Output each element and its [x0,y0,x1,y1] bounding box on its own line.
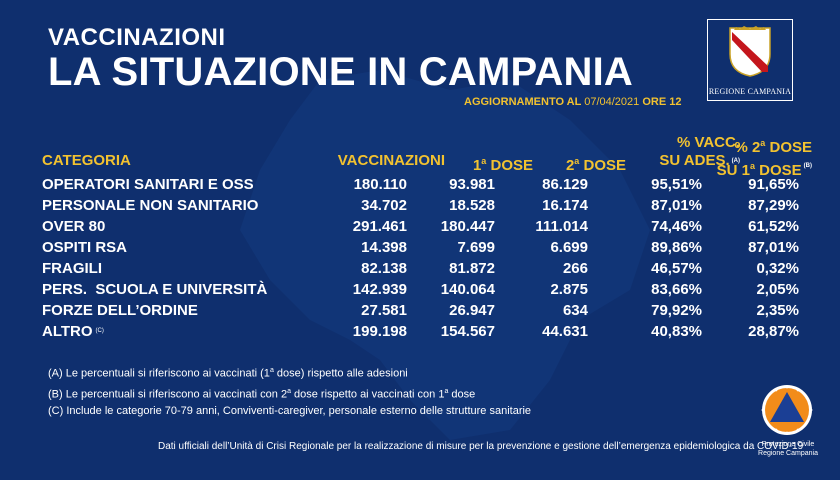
header-pct-dose2-su-dose1: % 2a DOSE SU 1a DOSE (B) [716,138,812,179]
row-dose-1: 18.528 [449,197,495,214]
row-dose-1: 7.699 [457,239,495,256]
table-row: FRAGILI 82.138 81.872 266 46,57% 0,32% [42,258,802,279]
table-row: PERSONALE NON SANITARIO 34.702 18.528 16… [42,195,802,216]
table-row: ALTRO (C) 199.198 154.567 44.631 40,83% 2… [42,321,802,342]
row-vaccinazioni: 27.581 [361,302,407,319]
table-row: OVER 80 291.461 180.447 111.014 74,46% 6… [42,216,802,237]
header-categoria: CATEGORIA [42,152,131,169]
row-dose-2: 86.129 [542,176,588,193]
header-dose-1: 1a DOSE [472,156,533,174]
row-vaccinazioni: 291.461 [352,218,407,235]
footnote-b: (B) Le percentuali si riferiscono ai vac… [48,387,476,401]
campania-map-background [240,70,650,440]
row-dose-2: 266 [562,260,588,277]
row-vaccinazioni: 199.198 [352,323,407,340]
row-pct-dose2: 87,29% [748,197,799,214]
row-dose-1: 154.567 [440,323,495,340]
row-dose-2: 2.875 [550,281,588,298]
page-title: LA SITUAZIONE IN CAMPANIA [48,50,633,94]
row-pct-dose2: 2,05% [756,281,799,298]
row-category: FRAGILI [42,260,102,277]
row-dose-1: 26.947 [449,302,495,319]
row-category: OPERATORI SANITARI E OSS [42,176,254,193]
region-logo-name: REGIONE CAMPANIA [708,87,792,96]
civil-protection-emblem-icon [761,385,813,435]
row-category: OSPITI RSA [42,239,128,256]
row-pct-ades: 74,46% [651,218,702,235]
row-pct-ades: 89,86% [651,239,702,256]
row-pct-ades: 40,83% [651,323,702,340]
table-row: PERS. SCUOLA E UNIVERSITÀ 142.939 140.06… [42,279,802,300]
row-pct-dose2: 28,87% [748,323,799,340]
row-dose-2: 111.014 [535,218,588,235]
row-vaccinazioni: 34.702 [361,197,407,214]
footnote-a: (A) Le percentuali si riferiscono ai vac… [48,367,408,380]
row-dose-1: 81.872 [449,260,495,277]
row-pct-dose2: 87,01% [748,239,799,256]
header-dose-2: 2a DOSE [565,156,626,174]
row-pct-dose2: 2,35% [756,302,799,319]
pc-line-1: Protezione Civile [761,441,815,448]
row-category: PERSONALE NON SANITARIO [42,197,259,214]
pc-line-2: Regione Campania [758,450,818,457]
row-vaccinazioni: 142.939 [352,281,407,298]
table-row: OSPITI RSA 14.398 7.699 6.699 89,86% 87,… [42,237,802,258]
update-suffix: ORE 12 [642,96,682,108]
row-pct-ades: 46,57% [651,260,702,277]
footnotes: (A) Le percentuali si riferiscono ai vac… [48,362,531,420]
row-dose-2: 634 [562,302,588,319]
row-dose-1: 180.447 [440,218,495,235]
row-category: ALTRO (C) [42,323,104,340]
table-row: OPERATORI SANITARI E OSS 180.110 93.981 … [42,174,802,195]
update-date: 07/04/2021 [584,96,640,108]
regione-campania-logo: REGIONE CAMPANIA [707,19,793,101]
row-dose-2: 16.174 [542,197,588,214]
row-pct-ades: 87,01% [651,197,702,214]
protezione-civile-logo: Protezione Civile Regione Campania [742,382,834,470]
row-pct-ades: 95,51% [651,176,702,193]
update-prefix: AGGIORNAMENTO AL [464,96,582,108]
row-pct-ades: 83,66% [651,281,702,298]
region-shield-icon [729,26,771,77]
row-vaccinazioni: 14.398 [361,239,407,256]
row-category: FORZE DELL’ORDINE [42,302,198,319]
data-source-note: Dati ufficiali dell’Unità di Crisi Regio… [158,441,804,452]
row-dose-2: 6.699 [550,239,588,256]
row-dose-1: 140.064 [440,281,495,298]
footnote-c: (C) Include le categorie 70-79 anni, Con… [48,405,532,418]
row-pct-dose2: 91,65% [748,176,799,193]
row-pct-dose2: 0,32% [756,260,799,277]
row-category: OVER 80 [42,218,106,235]
row-dose-2: 44.631 [542,323,588,340]
row-footnote-ref: (C) [95,328,104,334]
row-pct-ades: 79,92% [651,302,702,319]
update-timestamp: AGGIORNAMENTO AL 07/04/2021 ORE 12 [464,96,681,108]
row-pct-dose2: 61,52% [748,218,799,235]
header-pct-vacc-ades: % VACC. SU ADES. (A) [659,134,740,169]
page-kicker: VACCINAZIONI [48,24,226,51]
table-row: FORZE DELL’ORDINE 27.581 26.947 634 79,9… [42,300,802,321]
row-dose-1: 93.981 [449,176,495,193]
row-vaccinazioni: 82.138 [361,260,407,277]
row-vaccinazioni: 180.110 [353,176,407,193]
header-vaccinazioni: VACCINAZIONI [337,152,445,169]
row-category: PERS. SCUOLA E UNIVERSITÀ [42,281,268,298]
